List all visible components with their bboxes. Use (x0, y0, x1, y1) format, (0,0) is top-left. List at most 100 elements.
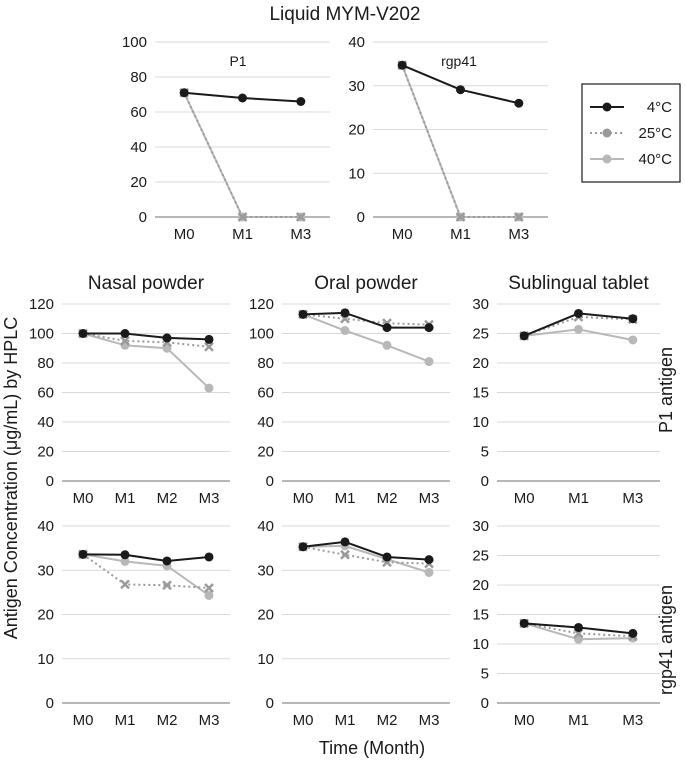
series-25c (397, 60, 524, 222)
chart-sublingual-p1: 0 5 10 15 20 25 30 M0 M1 M3 Sublingual tablet (472, 273, 660, 507)
y-tick-label: 0 (481, 695, 489, 712)
x-tick-label: M0 (392, 226, 413, 243)
data-point (120, 329, 130, 338)
x-tick-label: M1 (232, 226, 253, 243)
data-point (424, 323, 434, 333)
y-tick-label: 0 (357, 209, 365, 226)
y-tick-label: 60 (257, 385, 274, 402)
data-point (295, 212, 306, 222)
figure-title: Liquid MYM-V202 (269, 4, 420, 25)
y-tick-label: 120 (249, 296, 274, 313)
series-line (401, 64, 519, 218)
y-tick-label: 25 (472, 548, 489, 565)
y-axis-label: Antigen Concentration (μg/mL) by HPLC (1, 317, 21, 640)
panel-title: Oral powder (314, 273, 418, 294)
data-point-b (120, 579, 130, 590)
data-point (237, 212, 248, 222)
data-point (120, 556, 130, 566)
data-point-b (295, 212, 306, 222)
data-point (78, 329, 88, 338)
y-tick-label: 20 (472, 577, 489, 594)
x-tick-label: M2 (157, 712, 178, 729)
data-point-b (455, 212, 466, 222)
data-point-b (204, 583, 214, 593)
series-line (82, 553, 210, 597)
y-tick-label: 30 (37, 562, 54, 579)
series-4c (78, 549, 214, 566)
y-tick-label: 80 (37, 355, 54, 372)
y-tick-label: 30 (472, 518, 489, 535)
data-point (456, 85, 465, 95)
data-point (296, 97, 306, 106)
data-point-b (162, 580, 172, 591)
panel-inner-label: P1 (229, 53, 246, 69)
y-tick-label: 10 (348, 165, 365, 182)
chart-oral-p1: 0 20 40 60 80 100 120 M0 M1 M2 M3 Oral powder (249, 273, 450, 507)
data-point (382, 323, 392, 333)
series-4c (298, 308, 434, 333)
chart-sublingual-rgp41: 0 5 10 15 20 25 30 M0 M1 M3 (472, 518, 660, 729)
series-line (302, 545, 430, 565)
y-tick-label: 40 (37, 414, 54, 431)
legend-item: 25°C (590, 125, 672, 142)
series-40c (179, 88, 306, 222)
y-tick-label: 20 (37, 607, 54, 624)
x-tick-label: M2 (377, 490, 398, 507)
series-line (302, 313, 430, 363)
data-point-b (204, 341, 214, 352)
legend: 4°C 25°C 40°C (581, 83, 681, 183)
data-point (298, 309, 308, 319)
y-tick-label: 15 (472, 385, 489, 402)
data-point (238, 93, 247, 103)
y-tick-label: 30 (348, 78, 365, 95)
x-tick-label: M1 (568, 490, 589, 507)
y-tick-label: 20 (257, 444, 274, 461)
chart-nasal-rgp41: 0 10 20 30 40 M0 M1 M2 M3 (37, 518, 230, 729)
y-tick-label: 10 (37, 651, 54, 668)
data-point (513, 212, 524, 222)
x-tick-label: M1 (450, 226, 471, 243)
series-4c (519, 618, 638, 638)
data-point (574, 308, 583, 318)
data-point (340, 308, 350, 318)
x-tick-label: M1 (335, 490, 356, 507)
row-label-rgp41: rgp41 antigen (656, 585, 676, 695)
chart-nasal-p1: 0 20 40 60 80 100 120 M0 M1 M2 M3 Nasal powder (29, 273, 230, 507)
y-tick-label: 20 (472, 355, 489, 372)
data-point (455, 212, 466, 222)
y-tick-label: 60 (130, 104, 147, 121)
row-label-p1: P1 antigen (656, 347, 676, 433)
x-tick-label: M1 (115, 490, 136, 507)
legend-item: 40°C (590, 151, 672, 168)
data-point (340, 326, 350, 336)
y-tick-label: 10 (472, 636, 489, 653)
series-line (302, 311, 429, 329)
data-point (628, 628, 638, 638)
x-tick-label: M3 (622, 712, 643, 729)
data-point (162, 556, 172, 566)
x-tick-label: M0 (73, 712, 94, 729)
data-point (204, 383, 214, 393)
legend-marker (602, 102, 612, 112)
y-tick-label: 40 (130, 139, 147, 156)
x-tick-label: M2 (157, 490, 178, 507)
y-tick-label: 40 (257, 414, 274, 431)
legend-item: 4°C (590, 99, 672, 116)
x-tick-label: M1 (568, 712, 589, 729)
x-tick-label: M0 (514, 712, 535, 729)
panel-title: Sublingual tablet (508, 273, 649, 294)
data-point (519, 618, 529, 628)
y-tick-label: 100 (249, 326, 274, 343)
data-point (382, 340, 392, 350)
y-tick-label: 20 (37, 444, 54, 461)
y-tick-label: 10 (472, 414, 489, 431)
chart-liquid-p1: 0 20 40 60 80 100 M0 M1 M3 P1 (122, 34, 330, 243)
data-point-b (237, 212, 248, 222)
panel-inner-label: rgp41 (441, 53, 477, 69)
y-tick-label: 40 (348, 34, 365, 51)
legend-label: 4°C (647, 99, 672, 116)
data-point (514, 98, 524, 108)
y-tick-label: 20 (130, 174, 147, 191)
legend-label: 25°C (638, 125, 672, 142)
